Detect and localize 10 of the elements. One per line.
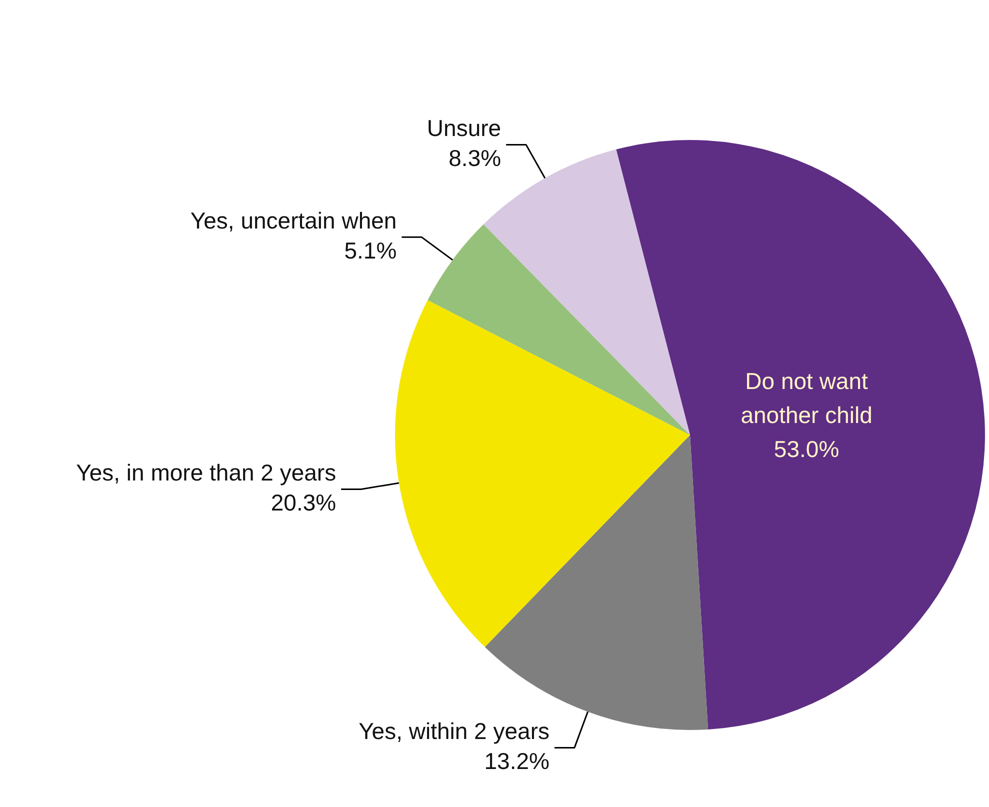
data-label: 13.2% — [484, 748, 550, 774]
slice-label: Yes, uncertain when — [190, 208, 397, 234]
slice-label: Do not want another child — [740, 368, 872, 428]
slice-label: Yes, within 2 years — [358, 718, 550, 744]
data-label: 53.0% — [774, 436, 840, 462]
data-label: 20.3% — [270, 490, 336, 516]
data-label: 8.3% — [448, 145, 502, 172]
slice-label: Yes, in more than 2 years — [76, 460, 336, 486]
data-label: 5.1% — [344, 238, 397, 264]
slice-label: Unsure — [426, 115, 502, 142]
